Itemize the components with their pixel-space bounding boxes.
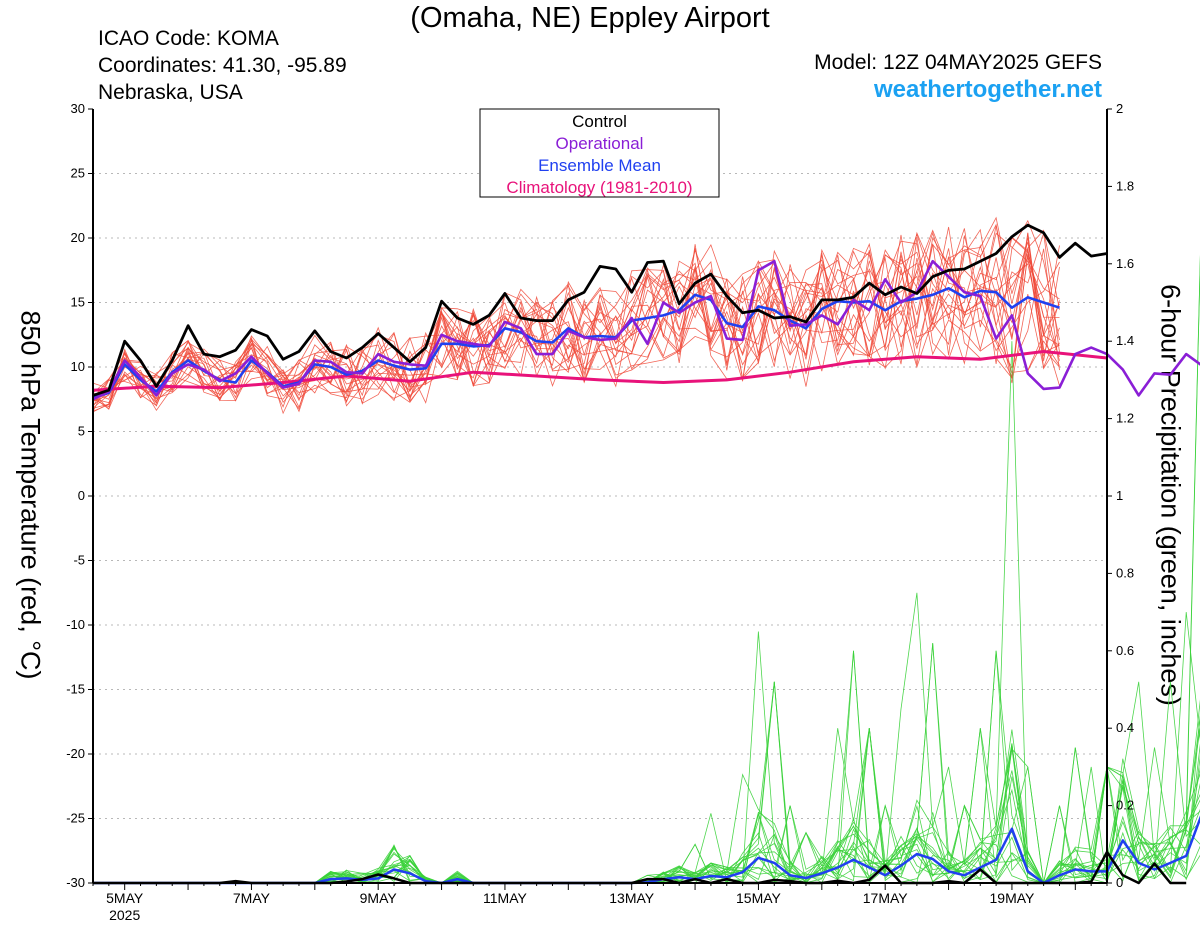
y2-tick-label: 0.2 — [1116, 798, 1134, 813]
member-temp-line — [92, 223, 1060, 402]
legend-entry: Control — [572, 112, 627, 131]
legend-box — [479, 108, 720, 198]
model-run: Model: 12Z 04MAY2025 GEFS — [814, 51, 1102, 74]
member-precip-line — [93, 650, 1200, 884]
member-precip-line — [93, 681, 1200, 884]
y-tick-label: 15 — [71, 295, 85, 310]
axes: 302520151050-5-10-15-20-25-3021.81.61.41… — [66, 101, 1134, 923]
y-tick-label: -10 — [66, 617, 85, 632]
legend-entry: Climatology (1981-2010) — [506, 178, 692, 197]
member-precip-line — [93, 650, 1200, 884]
y-tick-label: -25 — [66, 811, 85, 826]
member-temp-line — [92, 232, 1060, 409]
y-tick-label: -5 — [73, 553, 85, 568]
member-temp-line — [92, 226, 1060, 410]
member-precip-line — [93, 699, 1200, 884]
y-tick-label: -30 — [66, 875, 85, 890]
member-temp-line — [92, 248, 1060, 413]
y-tick-label: 5 — [78, 424, 85, 439]
member-precip-line — [93, 766, 1200, 884]
member-precip-line — [93, 643, 1200, 884]
y-tick-label: -20 — [66, 746, 85, 761]
coordinates: Coordinates: 41.30, -95.89 — [98, 54, 347, 77]
legend-entry: Operational — [556, 134, 644, 153]
member-precip-line — [93, 612, 1200, 884]
y2-tick-label: 0.4 — [1116, 720, 1134, 735]
chart-title: (Omaha, NE) Eppley Airport — [410, 2, 770, 34]
y2-tick-label: 0.6 — [1116, 643, 1134, 658]
y2-tick-label: 1.2 — [1116, 411, 1134, 426]
region: Nebraska, USA — [98, 81, 243, 104]
ensemble-member-temperature-lines — [92, 216, 1060, 415]
member-temp-line — [92, 233, 1060, 407]
member-precip-line — [93, 592, 1200, 884]
icao-code: ICAO Code: KOMA — [98, 27, 279, 50]
y2-tick-label: 0.8 — [1116, 565, 1134, 580]
control-temp-line — [92, 223, 1108, 397]
y2-tick-label: 1.6 — [1116, 256, 1134, 271]
legend-entry: Ensemble Mean — [538, 156, 661, 175]
member-precip-line — [93, 643, 1200, 884]
y-tick-label: 25 — [71, 166, 85, 181]
x-tick-label: 5MAY — [106, 890, 144, 906]
member-precip-line — [93, 715, 1200, 884]
x-tick-label: 7MAY — [233, 890, 271, 906]
y2-tick-label: 0 — [1116, 875, 1123, 890]
member-precip-line — [93, 650, 1200, 884]
brand-link[interactable]: weathertogether.net — [873, 76, 1102, 103]
y2-tick-label: 1 — [1116, 488, 1123, 503]
y-tick-label: 10 — [71, 359, 85, 374]
member-temp-line — [92, 228, 1060, 412]
member-precip-line — [93, 712, 1200, 884]
y2-tick-label: 2 — [1116, 101, 1123, 116]
x-tick-label: 13MAY — [609, 890, 655, 906]
y2-tick-label: 1.4 — [1116, 333, 1134, 348]
y-tick-label: 30 — [71, 101, 85, 116]
x-tick-label: 9MAY — [360, 890, 398, 906]
member-temp-line — [92, 219, 1060, 410]
y-tick-label: -15 — [66, 682, 85, 697]
x-tick-sublabel: 2025 — [109, 907, 140, 923]
member-temp-line — [92, 243, 1060, 404]
x-tick-label: 11MAY — [483, 890, 527, 906]
y2-tick-label: 1.8 — [1116, 178, 1134, 193]
x-tick-label: 17MAY — [863, 890, 909, 906]
climatology-line — [92, 349, 1108, 392]
x-tick-label: 19MAY — [990, 890, 1036, 906]
operational-temp-line — [92, 259, 1200, 401]
x-tick-label: 15MAY — [736, 890, 782, 906]
member-temp-line — [92, 225, 1060, 402]
y-tick-label: 0 — [78, 488, 85, 503]
legend: Control Operational Ensemble Mean Climatolo… — [479, 108, 720, 198]
member-precip-line — [93, 681, 1200, 884]
member-precip-line — [93, 773, 1200, 884]
y-tick-label: 20 — [71, 230, 85, 245]
member-precip-line — [93, 729, 1200, 884]
member-temp-line — [92, 248, 1060, 413]
